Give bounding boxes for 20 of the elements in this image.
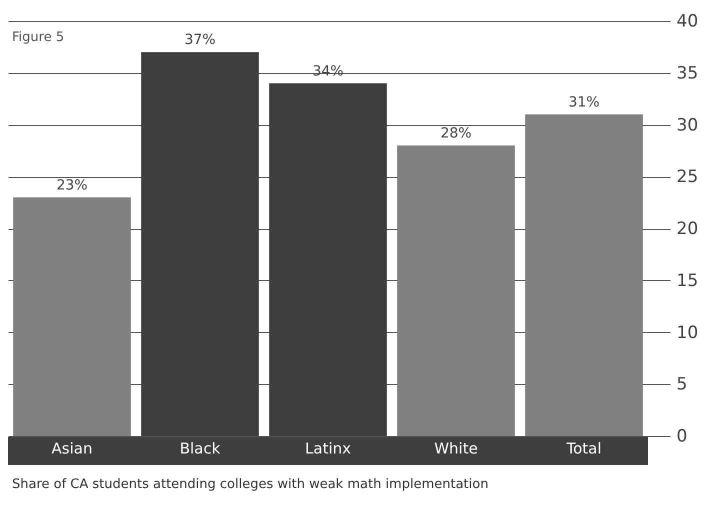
data-label: 28% (440, 126, 472, 142)
text: Figure 5 (12, 30, 64, 45)
y-tick-label: 20 (676, 219, 698, 239)
y-tick-label: 5 (676, 374, 688, 395)
y-tick-label: 25 (676, 167, 698, 188)
y-tick-label: 15 (676, 270, 698, 291)
y-tick-label: 40 (676, 12, 698, 32)
data-label: 23% (56, 177, 88, 194)
y-tick-label: 10 (676, 322, 698, 343)
x-tick-label: Asian (52, 440, 92, 458)
x-tick-label: White (434, 440, 478, 458)
y-tick-label: 30 (676, 115, 698, 136)
x-tick-label: Total (565, 440, 602, 458)
x-tick-label: Latinx (305, 440, 352, 458)
y-tick-label: 35 (676, 63, 698, 84)
data-label: 31% (568, 94, 600, 110)
x-tick-label: Black (180, 440, 221, 458)
text: Share of CA students attending colleges with weak math implementation (12, 477, 488, 492)
y-tick-label: 0 (676, 426, 688, 446)
data-label: 37% (184, 32, 216, 48)
